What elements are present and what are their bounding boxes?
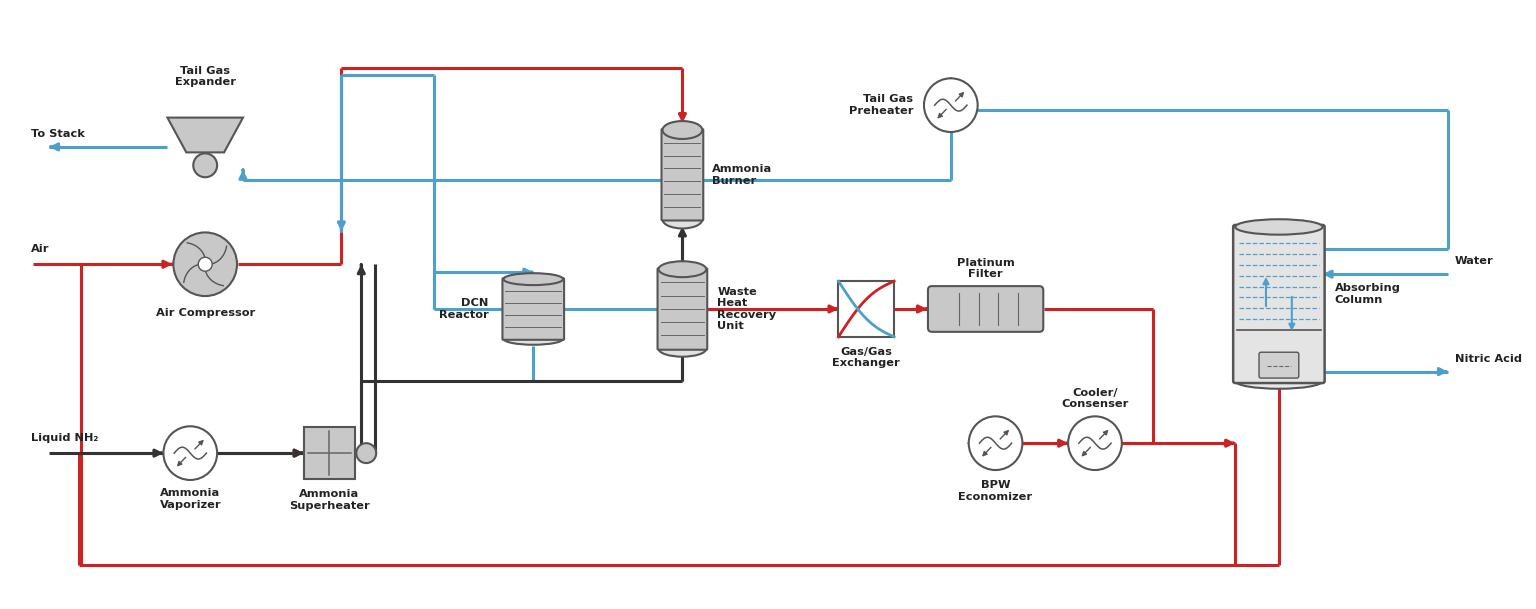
Text: Tail Gas
Preheater: Tail Gas Preheater xyxy=(848,94,912,116)
Text: Absorbing
Column: Absorbing Column xyxy=(1335,283,1401,305)
Text: Nitric Acid: Nitric Acid xyxy=(1455,354,1522,364)
Circle shape xyxy=(198,257,212,271)
Text: Ammonia
Burner: Ammonia Burner xyxy=(713,164,773,186)
Ellipse shape xyxy=(504,333,564,345)
Text: DCN
Reactor: DCN Reactor xyxy=(439,298,488,320)
Ellipse shape xyxy=(662,211,702,228)
FancyBboxPatch shape xyxy=(502,278,564,340)
Text: Platinum
Filter: Platinum Filter xyxy=(957,258,1014,279)
Text: Waste
Heat
Recovery
Unit: Waste Heat Recovery Unit xyxy=(717,287,776,331)
FancyBboxPatch shape xyxy=(657,268,707,350)
Ellipse shape xyxy=(659,341,707,357)
Text: BPW
Economizer: BPW Economizer xyxy=(958,480,1032,502)
FancyBboxPatch shape xyxy=(662,129,703,220)
Text: Air: Air xyxy=(31,244,49,255)
Circle shape xyxy=(356,443,376,463)
FancyBboxPatch shape xyxy=(928,286,1043,332)
Circle shape xyxy=(163,426,217,480)
Text: Cooler/
Consenser: Cooler/ Consenser xyxy=(1061,388,1129,409)
Text: Air Compressor: Air Compressor xyxy=(155,308,255,318)
Polygon shape xyxy=(167,118,243,152)
Text: Water: Water xyxy=(1455,256,1493,266)
FancyBboxPatch shape xyxy=(304,428,355,479)
Text: Liquid NH₂: Liquid NH₂ xyxy=(31,433,98,443)
Ellipse shape xyxy=(659,261,707,277)
Text: Gas/Gas
Exchanger: Gas/Gas Exchanger xyxy=(833,347,900,368)
Ellipse shape xyxy=(1235,219,1322,234)
Ellipse shape xyxy=(504,273,564,285)
FancyBboxPatch shape xyxy=(1233,225,1324,383)
Text: Ammonia
Vaporizer: Ammonia Vaporizer xyxy=(160,488,221,510)
Circle shape xyxy=(969,417,1023,470)
Circle shape xyxy=(1068,417,1121,470)
Text: To Stack: To Stack xyxy=(31,129,84,139)
Ellipse shape xyxy=(1235,373,1322,389)
Circle shape xyxy=(194,153,217,177)
Text: Ammonia
Superheater: Ammonia Superheater xyxy=(289,489,370,510)
Circle shape xyxy=(925,79,977,132)
FancyBboxPatch shape xyxy=(839,281,894,337)
Circle shape xyxy=(174,233,237,296)
Text: Tail Gas
Expander: Tail Gas Expander xyxy=(175,66,235,87)
Ellipse shape xyxy=(662,121,702,139)
FancyBboxPatch shape xyxy=(1260,352,1299,378)
